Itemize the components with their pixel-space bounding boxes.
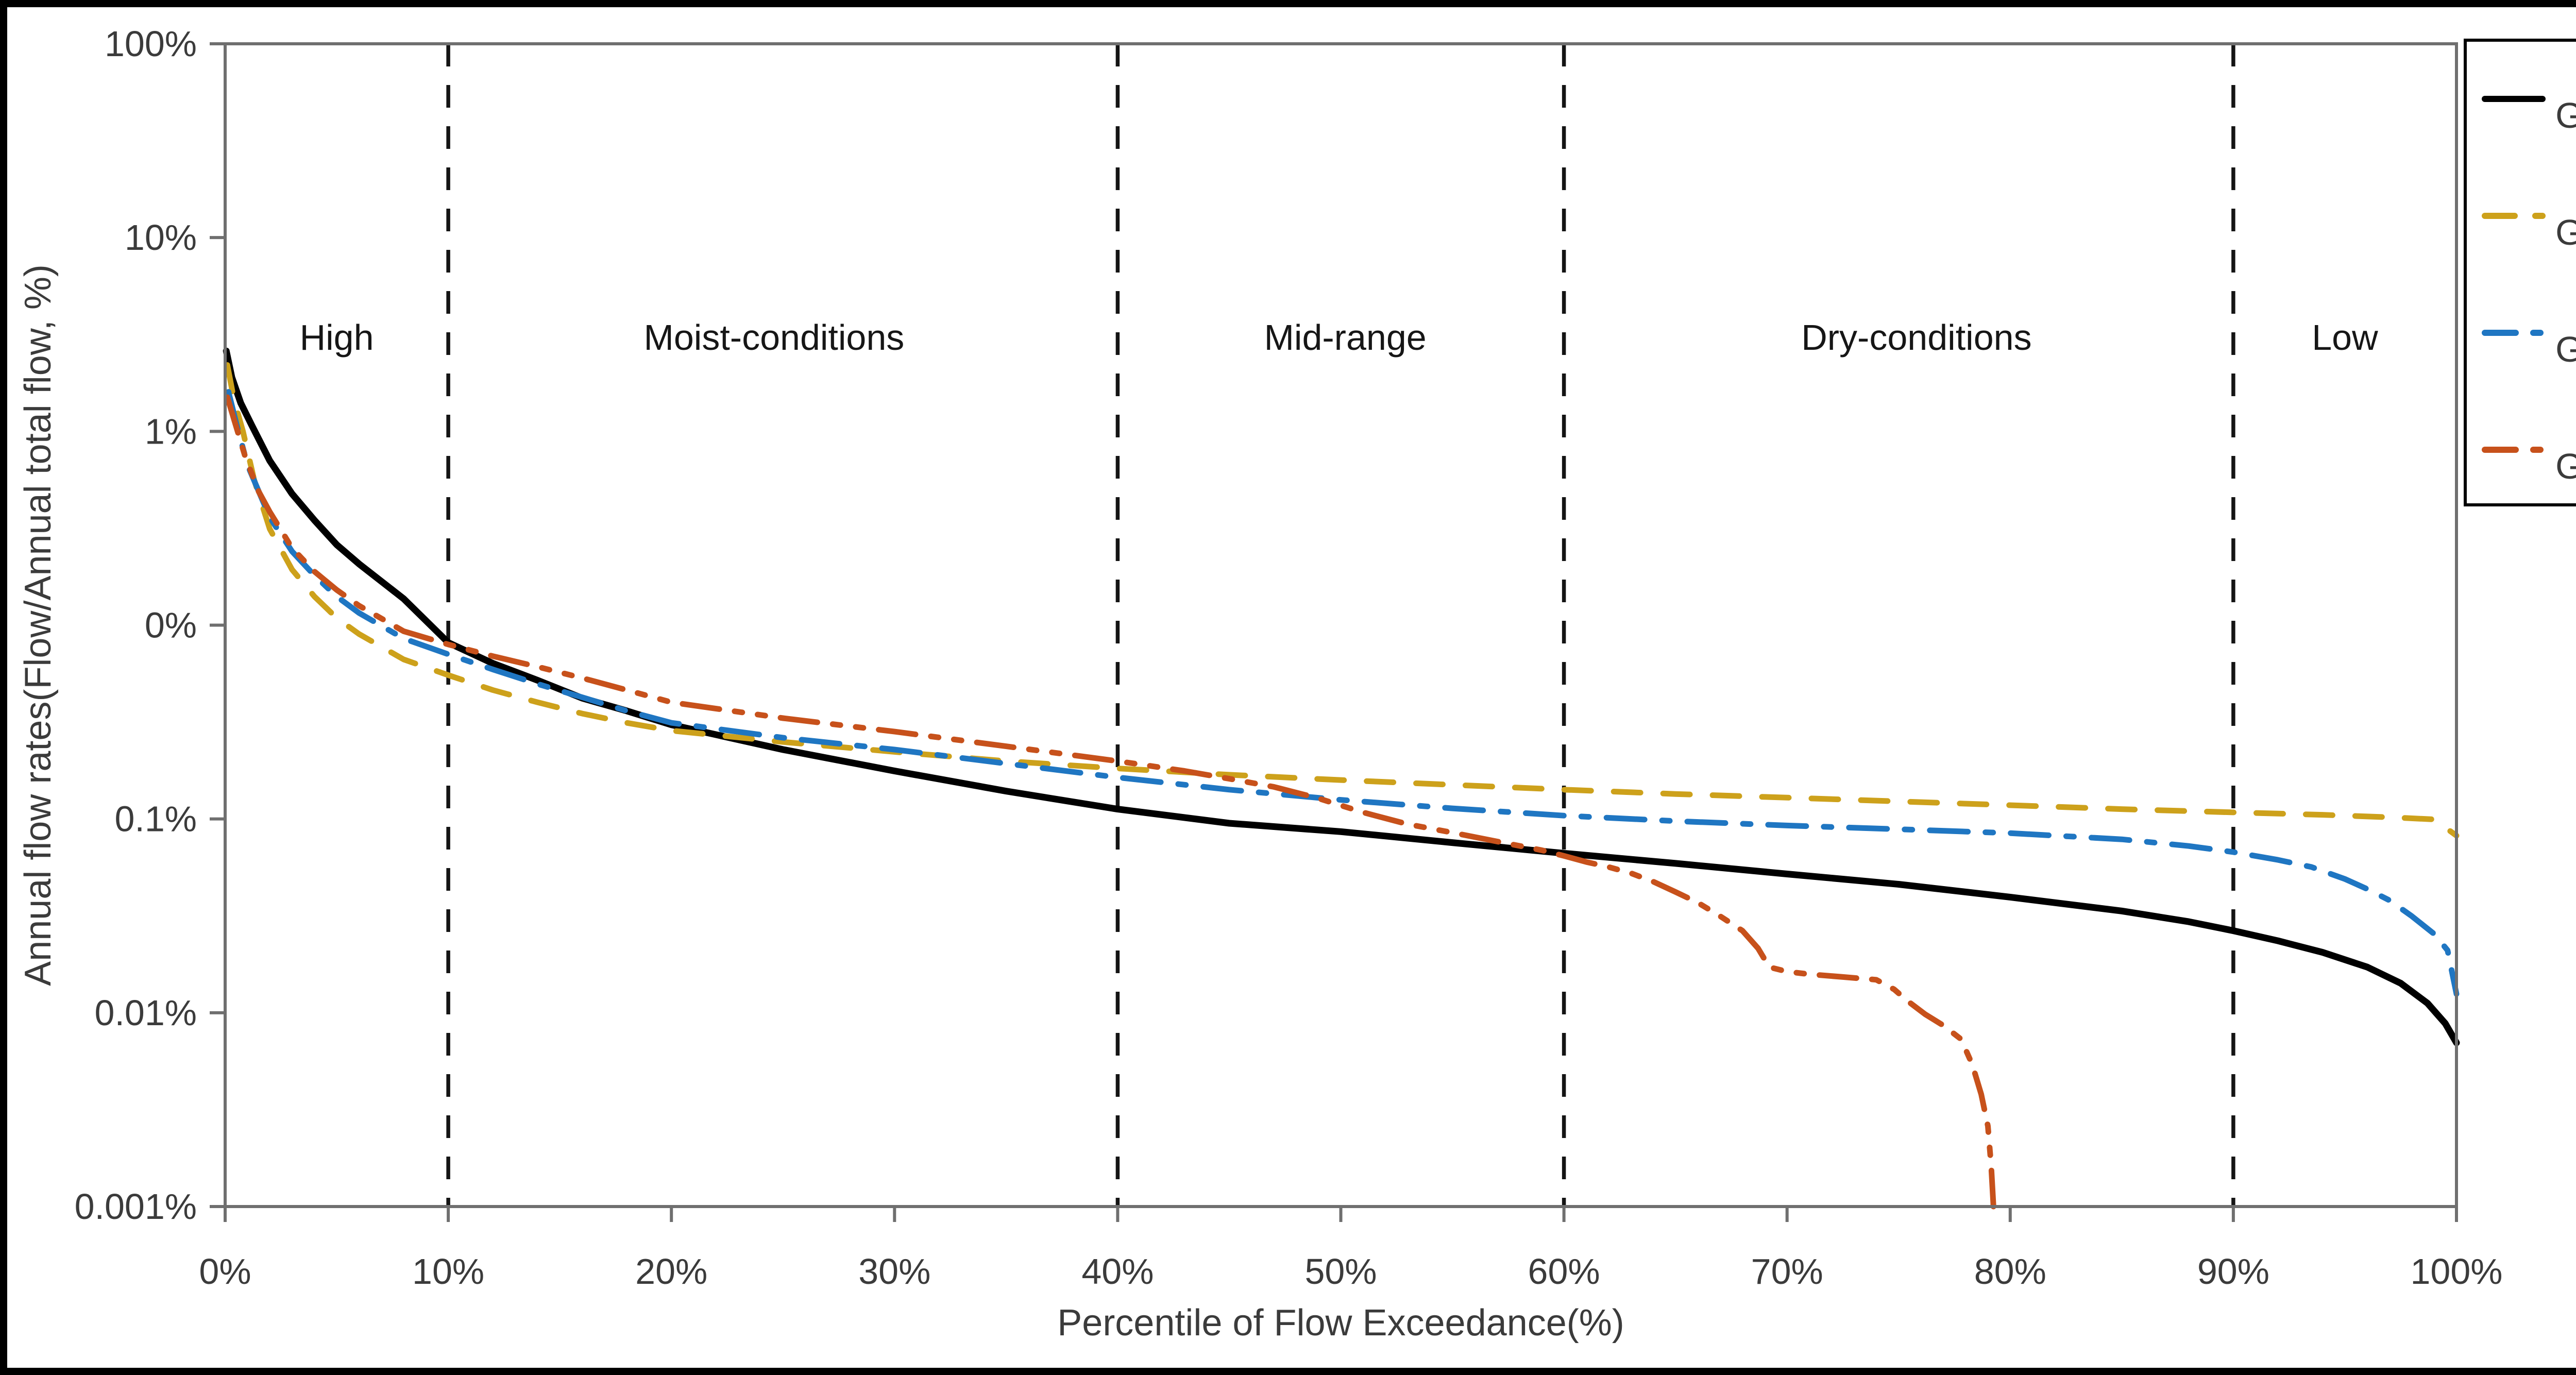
region-label-high: High [300,317,374,358]
x-tick-label-10%: 10% [412,1251,484,1292]
x-tick-label-90%: 90% [2197,1251,2269,1292]
y-tick-label-0.001%: 0.001% [75,1186,197,1227]
region-dividers-layer [446,44,2235,1207]
region-labels-layer: High Moist-conditions Mid-range Dry-conditi… [300,317,2379,358]
region-label-dry-conditions: Dry-conditions [1801,317,2031,358]
tick-labels-layer: 0% 10% 20% 30% 40% 50% 60% 70% 80% 90% 100% 100% 10%… [75,24,2503,1292]
legend-label-2: Group Ⅱ [2555,212,2576,252]
series-curve-1 [223,347,2460,1046]
region-label-low: Low [2312,317,2378,358]
y-tick-label-0.1%: 0.1% [114,799,197,839]
region-label-moist-conditions: Moist-conditions [644,317,905,358]
y-axis-title: Annual flow rates(Flow/Annual total flow… [18,264,59,986]
x-tick-label-100%: 100% [2410,1251,2502,1292]
legend: Group Ⅰ Group Ⅱ Group Ⅲ Group Ⅳ [2464,39,2576,506]
x-tick-label-0%: 0% [199,1251,251,1292]
y-tick-label-10%: 10% [125,217,197,258]
legend-label-4: Group Ⅳ [2555,446,2576,486]
data-series-layer [223,347,2460,1210]
series-curve-4 [224,394,1996,1210]
y-tick-label-1%: 1% [145,411,197,451]
x-tick-label-70%: 70% [1751,1251,1823,1292]
legend-label-3: Group Ⅲ [2555,329,2576,369]
x-tick-label-80%: 80% [1974,1251,2046,1292]
y-tick-label-100%: 100% [105,24,197,64]
series-curve-3 [226,389,2460,997]
series-curve-2 [224,362,2460,839]
x-tick-label-30%: 30% [858,1251,930,1292]
x-tick-label-50%: 50% [1304,1251,1377,1292]
x-axis-title: Percentile of Flow Exceedance(%) [1057,1302,1624,1344]
x-tick-label-40%: 40% [1081,1251,1154,1292]
y-tick-label-0.01%: 0.01% [95,993,197,1033]
legend-box [2464,39,2576,506]
axes-frame-layer [210,42,2458,1222]
y-tick-label-0%: 0% [145,605,197,646]
x-tick-label-60%: 60% [1528,1251,1600,1292]
plot-box-spines [224,42,2458,1208]
legend-label-1: Group Ⅰ [2555,95,2576,135]
x-tick-label-20%: 20% [635,1251,707,1292]
region-label-mid-range: Mid-range [1264,317,1427,358]
